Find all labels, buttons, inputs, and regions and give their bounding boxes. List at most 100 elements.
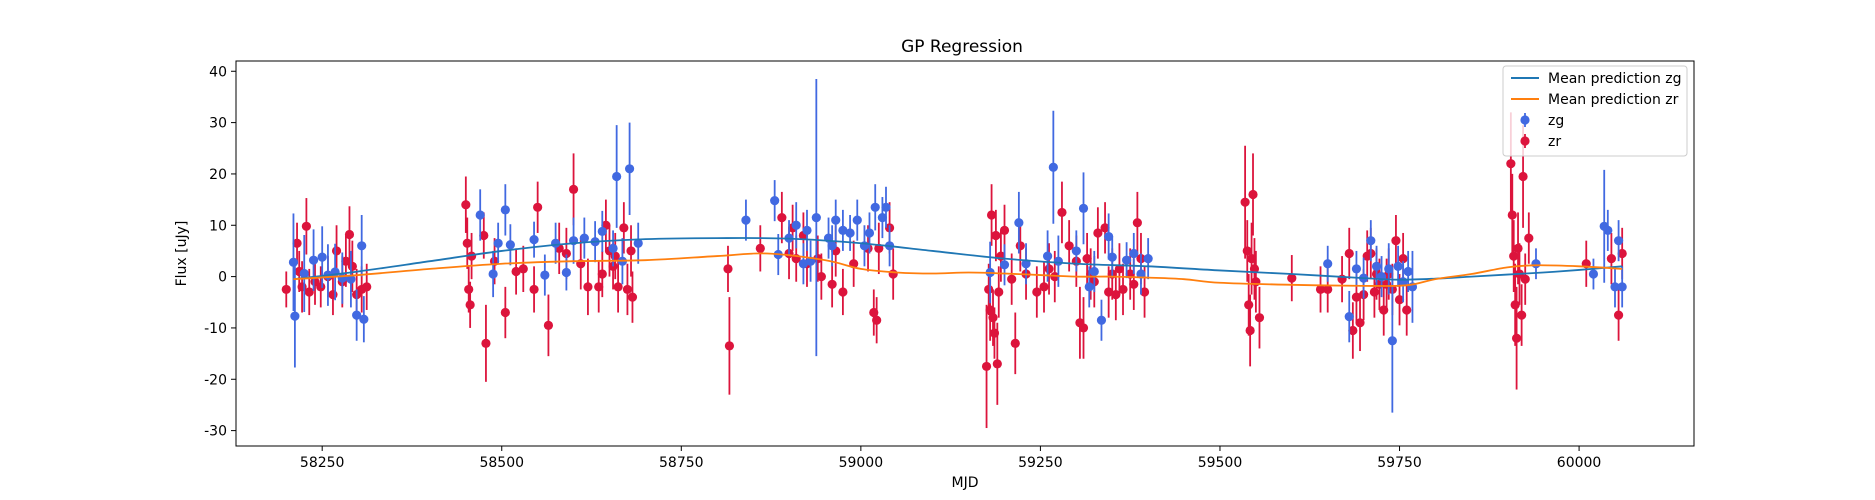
zr-marker	[464, 284, 474, 295]
zr-point	[500, 286, 510, 339]
zg-point	[1351, 250, 1362, 287]
zr-marker	[466, 251, 477, 261]
zr-marker	[281, 284, 291, 295]
zr-marker	[1032, 287, 1042, 297]
zg-marker	[1613, 236, 1624, 246]
zg-point	[1048, 110, 1058, 224]
zr-marker	[1240, 197, 1250, 207]
zr-point	[1511, 286, 1522, 390]
zr-marker	[1506, 159, 1516, 169]
zg-point	[845, 215, 855, 251]
zr-point	[613, 261, 623, 313]
zg-marker	[337, 273, 347, 283]
y-tick: -30	[204, 424, 236, 440]
zg-marker	[1071, 246, 1081, 256]
zr-point	[1344, 227, 1354, 280]
zr-marker	[344, 229, 355, 240]
zr-marker	[1511, 333, 1522, 343]
zr-point	[1402, 284, 1412, 336]
zg-marker	[881, 202, 891, 212]
zr-point	[626, 225, 636, 277]
zr-point	[1245, 294, 1255, 367]
zr-marker	[1520, 274, 1530, 284]
zg-marker	[877, 212, 888, 223]
zr-marker	[888, 269, 898, 279]
y-axis-ticks: -30 -20 -10 0 10 20 30 40	[204, 64, 236, 440]
zg-marker	[1107, 252, 1117, 262]
zr-marker	[328, 289, 338, 300]
zg-marker	[608, 243, 618, 253]
zr-point	[992, 322, 1002, 405]
zr-marker	[1510, 300, 1520, 310]
zg-point	[1588, 258, 1599, 290]
zg-point	[1387, 268, 1397, 413]
zg-point	[299, 235, 309, 313]
zr-marker	[626, 246, 636, 256]
zr-point	[583, 258, 593, 316]
zr-point	[1100, 202, 1110, 254]
zr-marker	[500, 307, 510, 318]
zg-point	[1078, 172, 1089, 245]
zr-marker	[1344, 248, 1354, 259]
zr-marker	[986, 210, 997, 220]
y-tick-label: -20	[204, 372, 227, 388]
legend: Mean prediction zg Mean prediction zr zg…	[1502, 65, 1688, 157]
zr-marker	[1114, 264, 1125, 274]
zg-marker	[827, 241, 837, 251]
zr-marker	[1398, 254, 1408, 264]
zr-point	[1517, 284, 1527, 346]
y-tick: -10	[204, 321, 236, 337]
zg-marker	[290, 311, 300, 321]
zr-marker	[613, 282, 623, 292]
zg-marker	[1129, 248, 1139, 259]
zg-point	[505, 224, 515, 266]
zg-marker	[811, 212, 821, 223]
zr-point	[1114, 243, 1125, 295]
zr-marker	[999, 225, 1010, 235]
zg-point	[1366, 220, 1376, 262]
zr-point	[1118, 263, 1128, 316]
zr-marker	[583, 282, 593, 292]
zg-point	[493, 222, 503, 264]
x-tick-label: 59750	[1377, 455, 1422, 471]
zr-point	[543, 294, 554, 357]
zr-point	[1254, 286, 1265, 349]
zr-marker	[462, 238, 472, 248]
zr-point	[724, 297, 735, 395]
y-axis-label: Flux [uJy]	[174, 221, 190, 287]
legend-label-mean-zr: Mean prediction zr	[1548, 92, 1679, 108]
zr-marker	[1323, 284, 1333, 295]
x-tick: 60000	[1557, 446, 1602, 471]
zg-point	[881, 186, 891, 228]
zr-marker	[1518, 171, 1528, 182]
x-tick: 59000	[839, 446, 883, 471]
zg-point	[770, 180, 780, 222]
zr-marker	[872, 315, 882, 325]
zr-marker	[1509, 251, 1519, 261]
zg-point	[1371, 245, 1382, 287]
zr-point	[462, 217, 472, 269]
x-tick-label: 60000	[1557, 455, 1602, 471]
zg-marker	[493, 238, 503, 248]
zr-point	[1509, 220, 1519, 292]
zr-point	[1348, 302, 1358, 359]
zr-point	[461, 176, 471, 233]
zr-point	[479, 212, 489, 259]
zr-marker	[619, 223, 629, 233]
zg-marker	[1096, 315, 1107, 325]
zg-marker	[1104, 231, 1114, 242]
zr-marker	[1104, 287, 1114, 297]
zr-point	[301, 198, 311, 255]
zr-point	[511, 248, 521, 295]
zr-marker	[1513, 243, 1523, 253]
y-tick-label: 0	[218, 270, 227, 286]
mean-prediction-zr-line	[293, 252, 1623, 287]
x-tick-label: 58750	[659, 455, 704, 471]
zr-marker	[341, 256, 351, 266]
zg-point	[1089, 250, 1099, 292]
zg-point	[1143, 238, 1153, 280]
zg-marker	[1323, 259, 1333, 269]
zr-point	[518, 245, 528, 292]
zr-marker	[1248, 189, 1258, 200]
